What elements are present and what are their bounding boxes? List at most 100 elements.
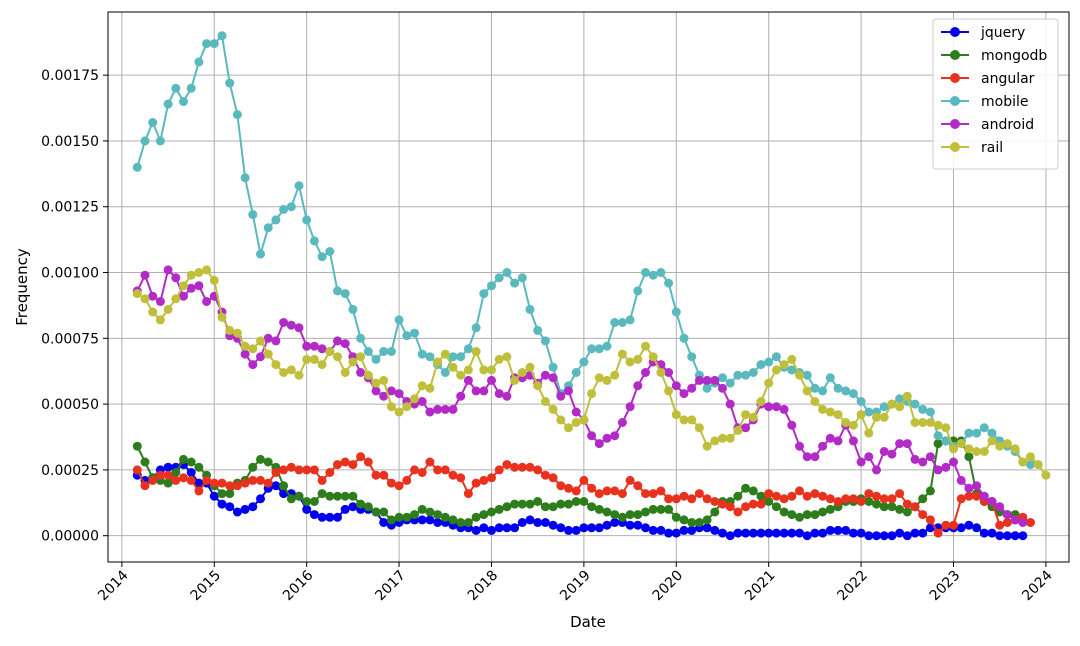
data-point [140,481,150,491]
data-point [1026,460,1035,470]
data-point [887,494,897,504]
data-point [348,491,358,501]
data-point [263,223,273,233]
data-point [448,470,458,480]
data-point [671,528,681,538]
data-point [556,523,566,533]
data-point [348,460,358,470]
data-point [510,523,520,533]
data-point [995,441,1005,451]
data-point [564,499,573,509]
data-point [248,210,258,220]
data-point [594,504,604,514]
data-point [502,523,512,533]
data-point [240,173,250,183]
data-point [502,502,512,512]
data-point [333,512,342,522]
data-point [564,386,573,396]
plot-frame [107,11,1070,563]
data-point [440,404,450,414]
data-point [972,523,982,533]
y-tick-label: 0.00100 [41,266,99,282]
data-point [756,491,766,501]
series-mobile [132,31,1035,470]
data-point [710,375,720,385]
data-point [394,389,404,399]
data-point [594,344,604,354]
data-point [679,525,689,535]
data-point [571,525,581,535]
data-point [271,468,281,477]
data-point [548,362,558,372]
data-point [825,525,835,535]
data-point [833,436,843,446]
data-point [540,470,550,480]
data-point [848,528,858,538]
data-point [779,404,789,414]
data-point [625,357,635,367]
data-point [240,478,250,488]
data-point [325,491,335,501]
data-point [471,478,481,488]
data-point [571,497,581,506]
data-point [1018,531,1028,541]
data-point [779,494,789,504]
data-point [833,383,843,393]
data-point [225,481,235,491]
data-point [664,528,674,538]
data-point [664,368,674,377]
data-point [140,136,150,146]
data-point [425,507,435,517]
data-point [471,386,481,396]
data-point [602,433,612,443]
data-point [895,504,905,514]
data-point [286,202,296,212]
data-point [910,418,920,427]
data-point [494,273,504,283]
data-point [263,478,273,488]
data-point [487,281,496,291]
data-point [587,389,597,399]
data-point [818,404,828,414]
data-point [748,368,758,377]
data-point [440,512,450,522]
data-point [856,497,866,506]
data-point [925,418,935,427]
data-point [448,404,458,414]
data-point [525,362,535,372]
data-point [941,520,951,530]
data-point [402,512,412,522]
data-point [425,515,435,525]
data-point [979,491,989,501]
data-point [525,499,535,509]
data-point [571,407,581,417]
data-point [402,331,412,341]
data-point [194,486,204,496]
data-point [987,436,997,446]
data-point [502,268,512,277]
data-point [1026,518,1035,527]
data-point [240,349,250,359]
data-point [625,402,635,412]
data-point [895,402,905,412]
data-point [902,531,912,541]
data-point [1010,531,1020,541]
data-point [348,357,358,367]
data-point [533,381,543,391]
data-point [879,494,889,504]
data-point [286,320,296,330]
data-point [502,460,512,470]
data-point [132,289,142,299]
data-point [671,307,681,317]
data-point [748,528,758,538]
data-point [348,502,358,512]
data-point [417,504,427,514]
data-point [240,504,250,514]
data-point [587,344,597,354]
data-point [872,499,881,509]
data-point [764,497,774,506]
data-point [771,491,781,501]
y-tick-label: 0.00000 [41,529,99,545]
data-point [448,352,458,362]
data-point [625,510,635,520]
